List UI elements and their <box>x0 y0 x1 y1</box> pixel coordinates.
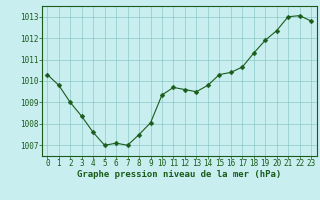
X-axis label: Graphe pression niveau de la mer (hPa): Graphe pression niveau de la mer (hPa) <box>77 170 281 179</box>
